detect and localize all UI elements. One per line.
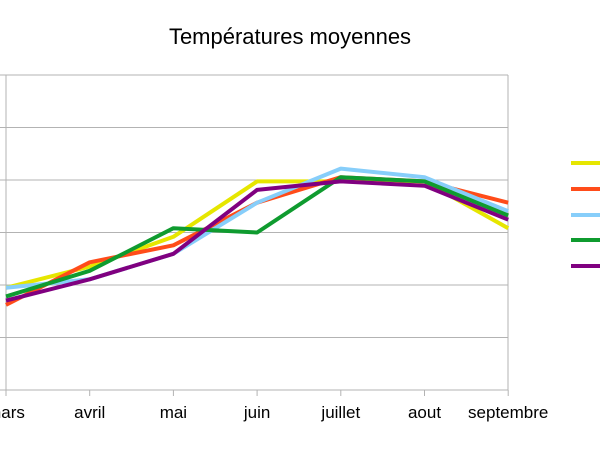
axes [0,74,509,396]
x-tick-labels: mars avril mai juin juillet aout septembre [0,403,548,422]
legend [571,161,600,268]
chart-title: Températures moyennes [169,24,411,49]
series-line-2 [5,175,509,307]
series-line-4 [5,175,509,299]
x-tick-label-avril: avril [74,403,105,422]
x-tick-label-septembre: septembre [468,403,548,422]
x-tick-label-mai: mai [160,403,187,422]
x-tick-label-mars: mars [0,403,25,422]
x-tick-label-aout: aout [408,403,441,422]
series-lines [5,166,510,307]
series-line-5 [5,179,509,303]
x-tick-label-juin: juin [243,403,270,422]
x-tick-label-juillet: juillet [320,403,360,422]
